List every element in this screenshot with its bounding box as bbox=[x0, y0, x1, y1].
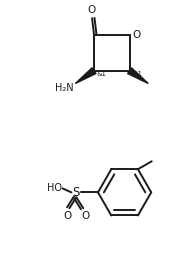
Polygon shape bbox=[75, 68, 96, 83]
Text: O: O bbox=[63, 211, 72, 221]
Text: S: S bbox=[73, 186, 80, 199]
Text: O: O bbox=[81, 211, 89, 221]
Text: H₂N: H₂N bbox=[55, 83, 74, 93]
Text: HO: HO bbox=[47, 183, 62, 194]
Text: O: O bbox=[87, 5, 95, 15]
Text: &1: &1 bbox=[97, 71, 107, 77]
Text: &1: &1 bbox=[132, 71, 142, 77]
Text: O: O bbox=[132, 30, 141, 40]
Polygon shape bbox=[128, 68, 148, 83]
